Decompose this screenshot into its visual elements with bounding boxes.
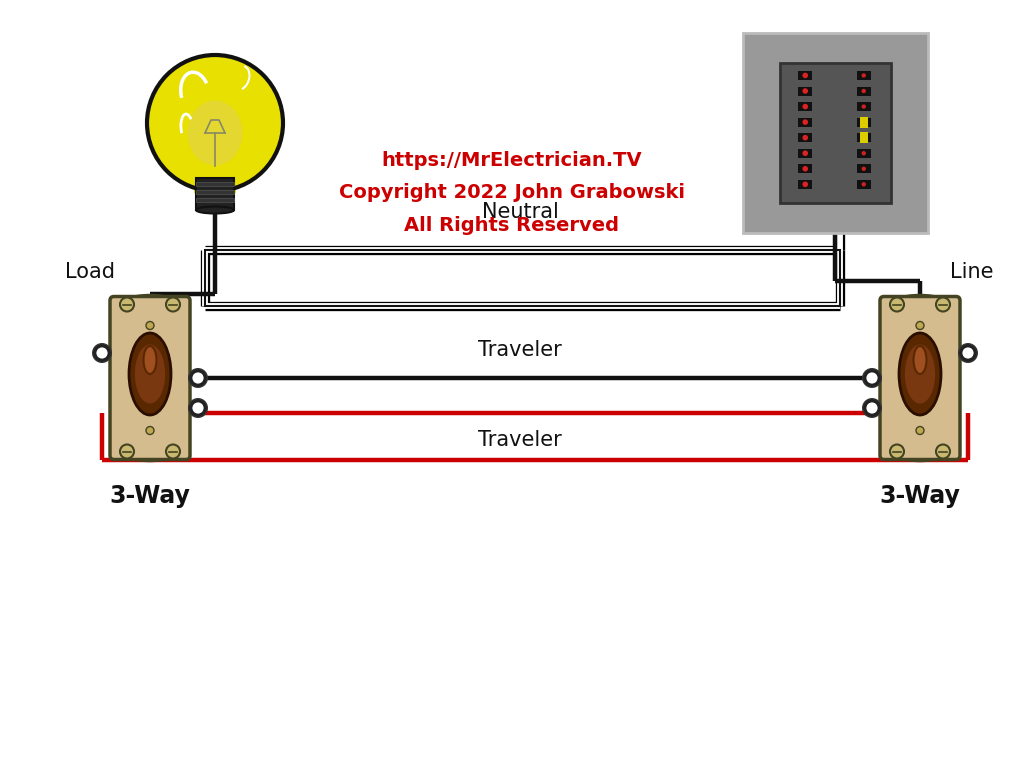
Ellipse shape <box>899 333 941 415</box>
Ellipse shape <box>913 346 927 374</box>
Bar <box>857 102 870 111</box>
Circle shape <box>865 401 879 415</box>
FancyBboxPatch shape <box>880 296 961 459</box>
Circle shape <box>803 166 808 171</box>
Circle shape <box>890 297 904 312</box>
Circle shape <box>120 297 134 312</box>
FancyBboxPatch shape <box>110 296 190 459</box>
Circle shape <box>861 104 866 109</box>
Ellipse shape <box>129 333 171 415</box>
Circle shape <box>191 371 205 385</box>
Ellipse shape <box>187 101 243 165</box>
Circle shape <box>865 371 879 385</box>
Circle shape <box>861 182 866 187</box>
Circle shape <box>961 346 975 360</box>
Text: Load: Load <box>65 263 115 283</box>
Circle shape <box>961 346 975 360</box>
Circle shape <box>95 346 109 360</box>
Circle shape <box>862 398 882 418</box>
Bar <box>196 198 234 202</box>
Circle shape <box>803 119 808 125</box>
Circle shape <box>865 371 879 385</box>
Bar <box>799 118 812 127</box>
Circle shape <box>146 322 154 329</box>
Circle shape <box>803 88 808 94</box>
Circle shape <box>916 322 924 329</box>
Bar <box>799 133 812 142</box>
Circle shape <box>861 151 866 155</box>
Bar <box>799 180 812 189</box>
Bar <box>799 149 812 157</box>
Bar <box>857 164 870 174</box>
Circle shape <box>95 346 109 360</box>
Text: 3-Way: 3-Way <box>880 484 961 508</box>
Circle shape <box>916 426 924 435</box>
Circle shape <box>803 135 808 141</box>
Bar <box>860 117 868 127</box>
Circle shape <box>862 368 882 388</box>
Bar <box>860 132 868 143</box>
Circle shape <box>120 445 134 458</box>
Circle shape <box>146 426 154 435</box>
Circle shape <box>188 398 208 418</box>
Circle shape <box>958 343 978 363</box>
Bar <box>196 190 234 194</box>
Ellipse shape <box>890 296 950 317</box>
Ellipse shape <box>890 439 950 461</box>
Circle shape <box>803 181 808 187</box>
Circle shape <box>861 167 866 171</box>
Text: Line: Line <box>950 263 993 283</box>
Bar <box>205 250 840 306</box>
Bar <box>196 178 234 210</box>
Bar <box>196 182 234 186</box>
Bar <box>857 71 870 80</box>
Circle shape <box>191 401 205 415</box>
Ellipse shape <box>120 439 180 461</box>
Text: Traveler: Traveler <box>478 430 562 450</box>
Circle shape <box>936 445 950 458</box>
Bar <box>799 164 812 174</box>
Ellipse shape <box>120 296 180 317</box>
Circle shape <box>861 89 866 93</box>
Text: https://MrElectrician.TV
Copyright 2022 John Grabowski
All Rights Reserved: https://MrElectrician.TV Copyright 2022 … <box>339 151 685 235</box>
Bar <box>857 87 870 95</box>
Ellipse shape <box>905 345 935 403</box>
Bar <box>799 87 812 95</box>
Circle shape <box>191 371 205 385</box>
Bar <box>857 149 870 157</box>
Circle shape <box>92 343 112 363</box>
Bar <box>857 133 870 142</box>
Circle shape <box>166 297 180 312</box>
Circle shape <box>188 368 208 388</box>
Circle shape <box>936 297 950 312</box>
Ellipse shape <box>135 345 165 403</box>
Circle shape <box>803 151 808 156</box>
Circle shape <box>803 73 808 78</box>
Text: 3-Way: 3-Way <box>110 484 190 508</box>
Circle shape <box>191 401 205 415</box>
Bar <box>799 102 812 111</box>
Bar <box>857 118 870 127</box>
Ellipse shape <box>196 207 234 214</box>
Bar <box>857 180 870 189</box>
Bar <box>779 63 891 203</box>
Bar <box>742 33 928 233</box>
Circle shape <box>147 55 283 191</box>
Circle shape <box>861 73 866 78</box>
Bar <box>799 71 812 80</box>
Text: Traveler: Traveler <box>478 340 562 360</box>
Ellipse shape <box>143 346 157 374</box>
Circle shape <box>166 445 180 458</box>
Circle shape <box>803 104 808 109</box>
Bar <box>194 168 236 193</box>
Circle shape <box>890 445 904 458</box>
Text: Neutral: Neutral <box>481 202 558 222</box>
Circle shape <box>865 401 879 415</box>
